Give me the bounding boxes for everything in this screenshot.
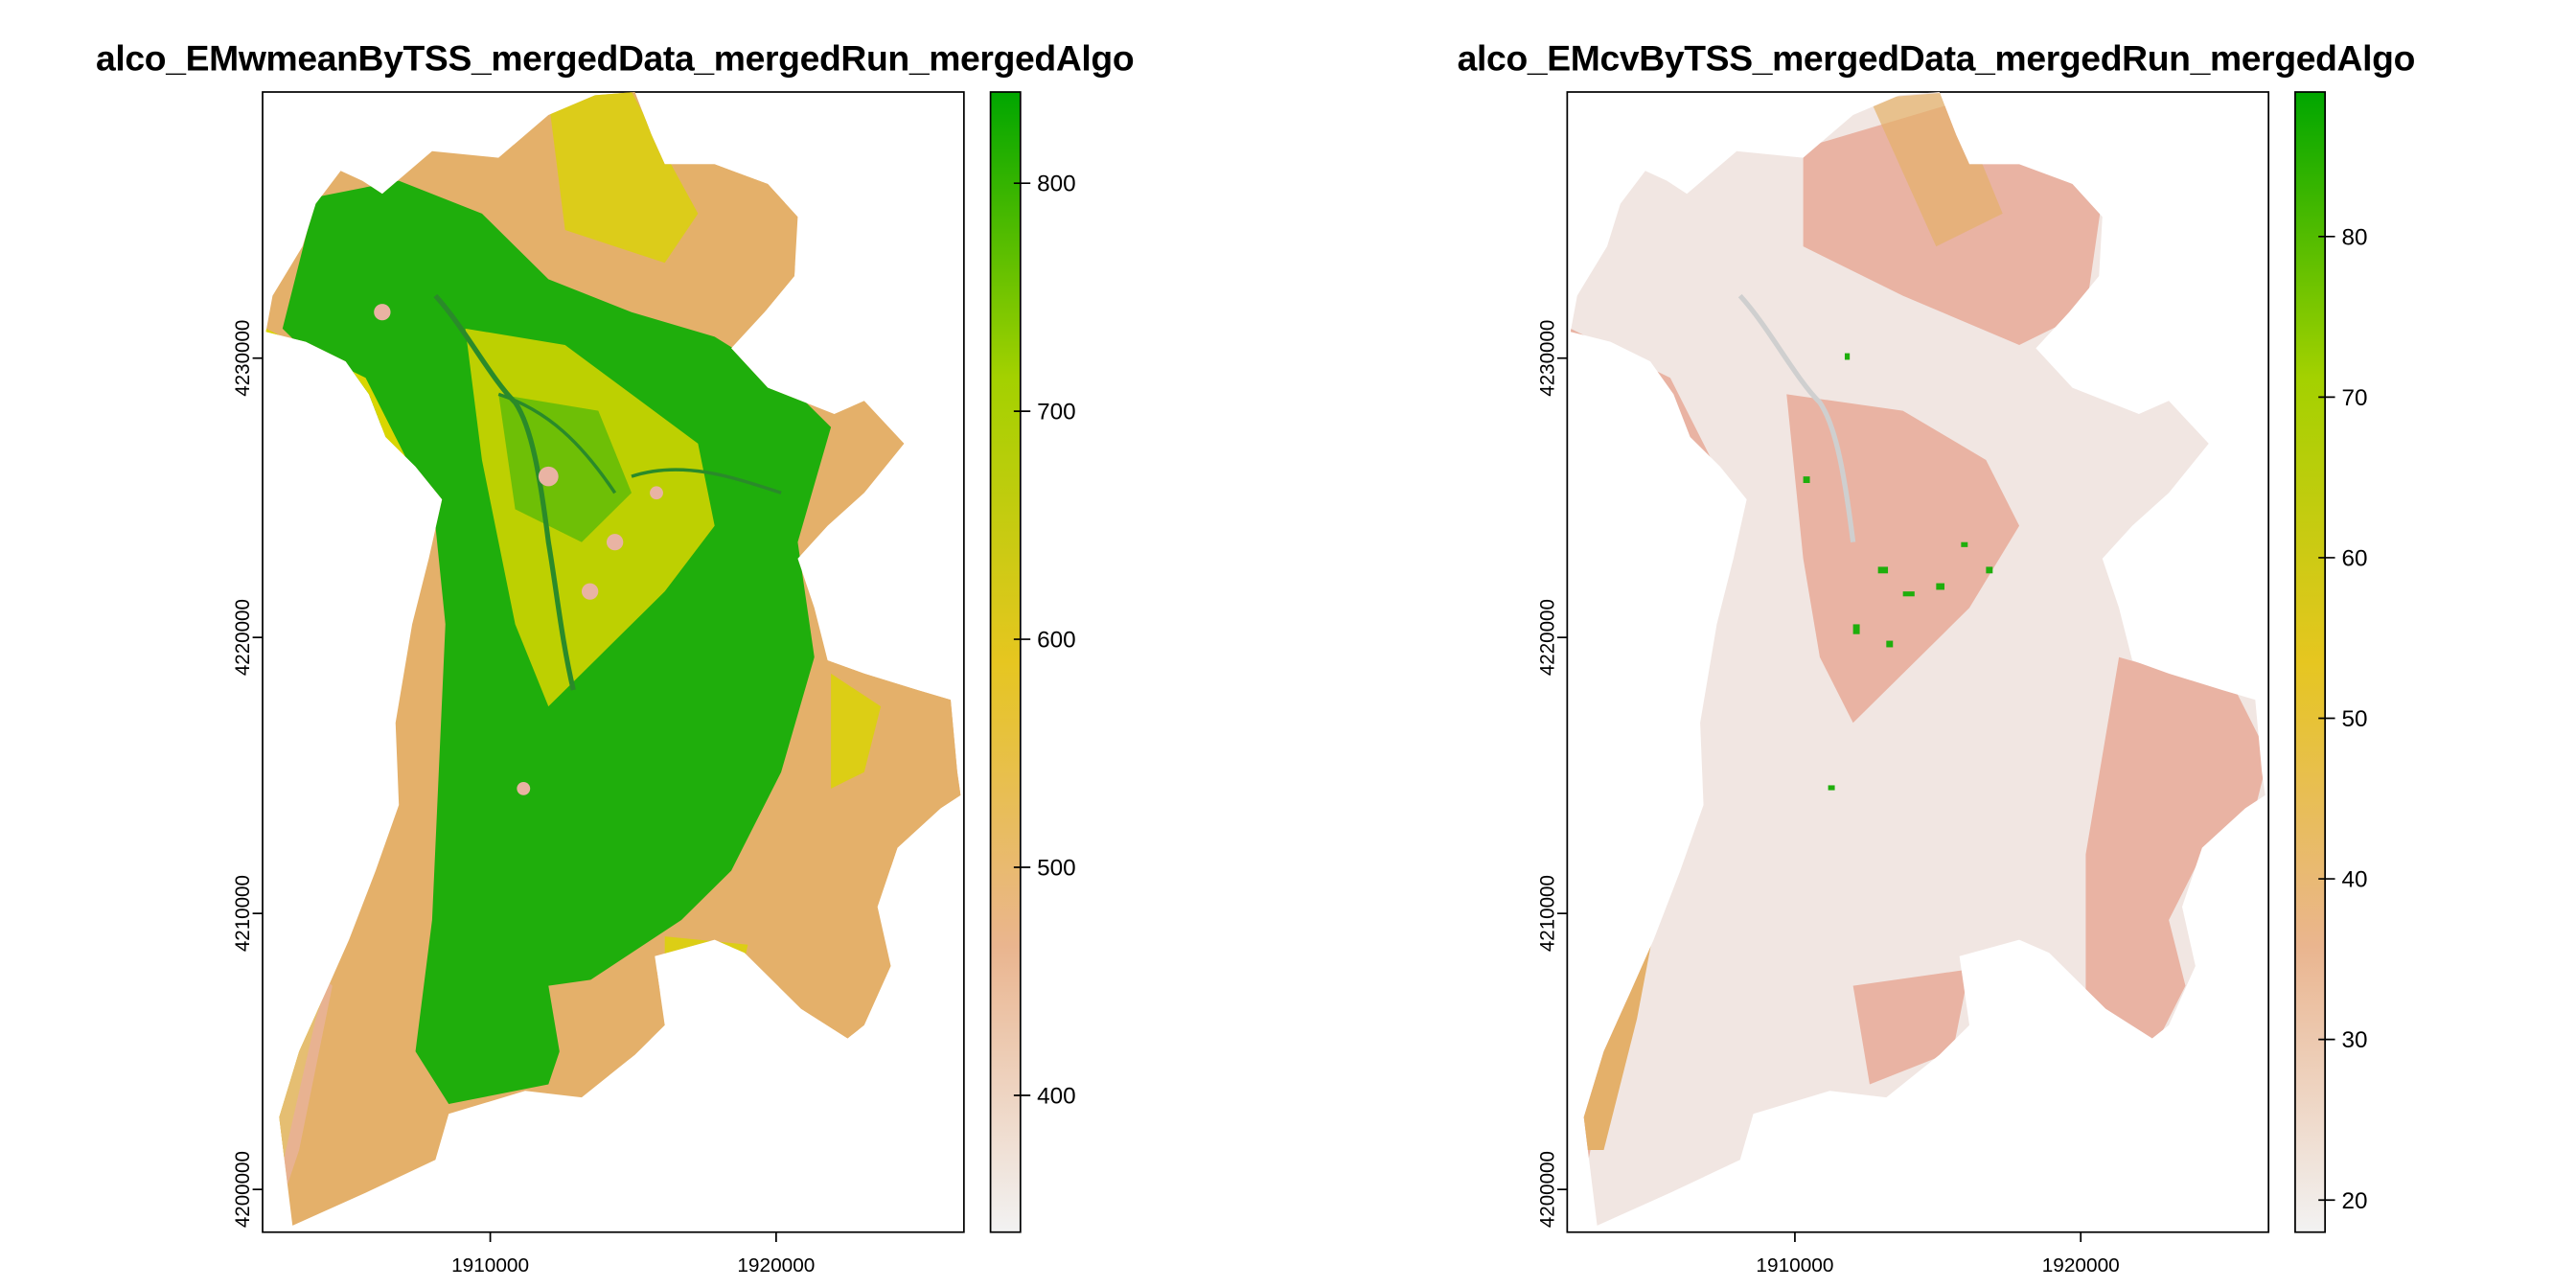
- x-tick-label: 1920000: [737, 1254, 815, 1276]
- y-tick-label: 4200000: [1536, 1151, 1558, 1228]
- panel-title: alco_EMwmeanByTSS_mergedData_mergedRun_m…: [96, 39, 1135, 80]
- y-axis: 4200000 4210000 4220000 4230000: [1536, 320, 1568, 1228]
- legend-colorbar: 400 500 600 700 800: [989, 91, 1076, 1233]
- legend-tick-label: 40: [2341, 867, 2367, 893]
- y-tick-label: 4210000: [1536, 875, 1558, 952]
- plot-frame: [262, 91, 965, 1233]
- y-axis: 4200000 4210000 4220000 4230000: [232, 320, 264, 1228]
- legend-colorbar: 20 30 40 50 60 70 80: [2294, 91, 2367, 1233]
- panel-cv: alco_EMcvByTSS_mergedData_mergedRun_merg…: [1288, 0, 2576, 1288]
- wmean-plot: 1910000 1920000 4200000 4210000 4220000 …: [232, 91, 1076, 1276]
- legend-tick-label: 400: [1037, 1084, 1075, 1110]
- y-tick-label: 4200000: [232, 1151, 254, 1228]
- y-tick-label: 4230000: [1536, 320, 1558, 397]
- raster-map: [265, 92, 961, 1226]
- legend-tick-label: 50: [2341, 706, 2367, 732]
- cv-plot: 1910000 1920000 4200000 4210000 4220000 …: [1536, 91, 2367, 1276]
- legend-tick-label: 80: [2341, 225, 2367, 251]
- panel-wmean: alco_EMwmeanByTSS_mergedData_mergedRun_m…: [96, 39, 1135, 1276]
- legend-tick-label: 30: [2341, 1027, 2367, 1053]
- x-tick-label: 1910000: [1756, 1254, 1833, 1276]
- x-tick-label: 1910000: [451, 1254, 529, 1276]
- y-tick-label: 4210000: [232, 875, 254, 952]
- legend-tick-label: 800: [1037, 172, 1075, 197]
- legend-tick-label: 500: [1037, 856, 1075, 882]
- legend-tick-label: 600: [1037, 628, 1075, 654]
- legend-tick-label: 700: [1037, 400, 1075, 426]
- legend-tick-label: 60: [2341, 546, 2367, 572]
- y-tick-label: 4230000: [232, 320, 254, 397]
- plot-frame: [1566, 91, 2270, 1233]
- y-tick-label: 4220000: [1536, 599, 1558, 676]
- legend-tick-label: 70: [2341, 385, 2367, 411]
- raster-map: [1570, 92, 2266, 1226]
- x-axis: 1910000 1920000: [1756, 1231, 2120, 1276]
- legend-tick-label: 20: [2341, 1188, 2367, 1214]
- x-tick-label: 1920000: [2042, 1254, 2120, 1276]
- x-axis: 1910000 1920000: [451, 1231, 815, 1276]
- panel-title: alco_EMcvByTSS_mergedData_mergedRun_merg…: [1457, 39, 2416, 80]
- y-tick-label: 4220000: [232, 599, 254, 676]
